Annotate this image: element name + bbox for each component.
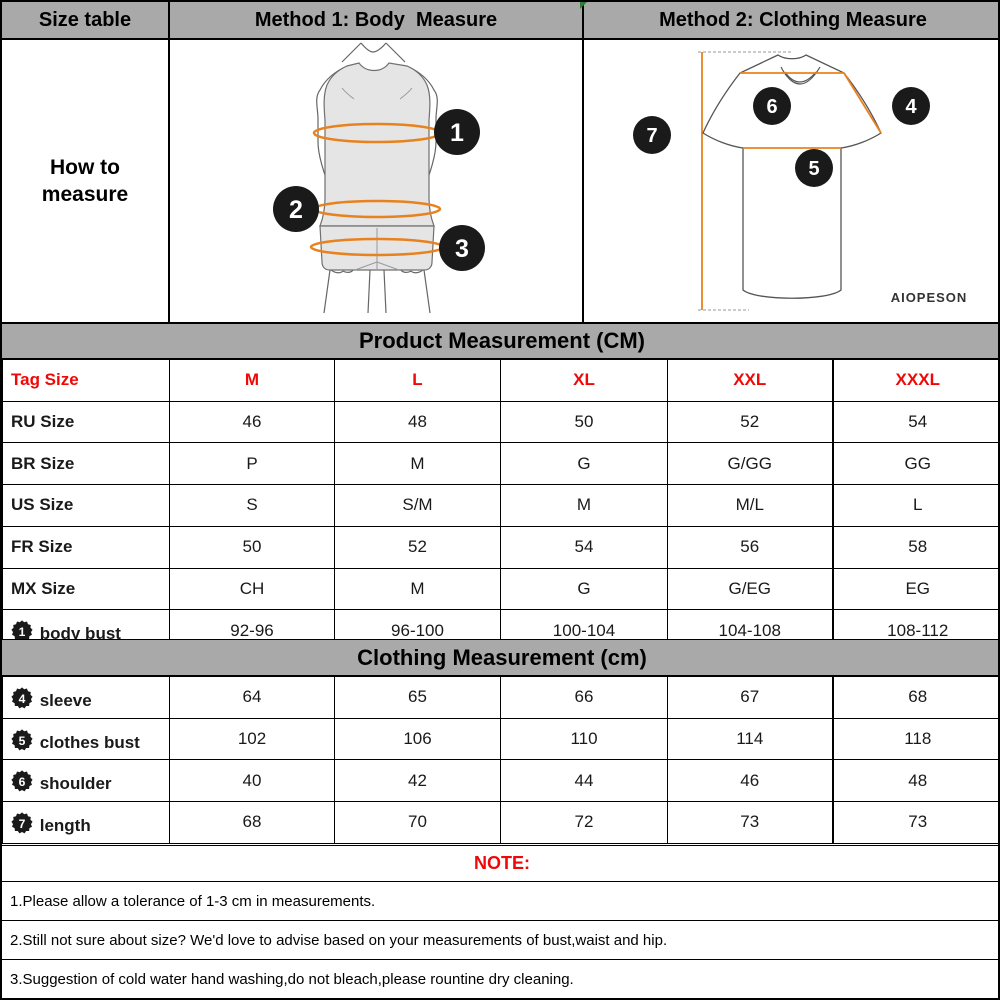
svg-text:7: 7 — [19, 817, 26, 831]
svg-text:AIOPESON: AIOPESON — [891, 290, 968, 305]
svg-text:1: 1 — [450, 119, 464, 147]
svg-text:5: 5 — [19, 733, 26, 747]
svg-text:6: 6 — [19, 775, 26, 789]
svg-text:6: 6 — [766, 96, 777, 118]
svg-text:3: 3 — [455, 235, 469, 263]
svg-text:7: 7 — [646, 125, 657, 147]
svg-text:5: 5 — [808, 158, 819, 180]
svg-text:4: 4 — [905, 96, 917, 118]
svg-text:2: 2 — [289, 196, 303, 224]
svg-text:4: 4 — [19, 692, 26, 706]
svg-text:1: 1 — [19, 625, 26, 639]
